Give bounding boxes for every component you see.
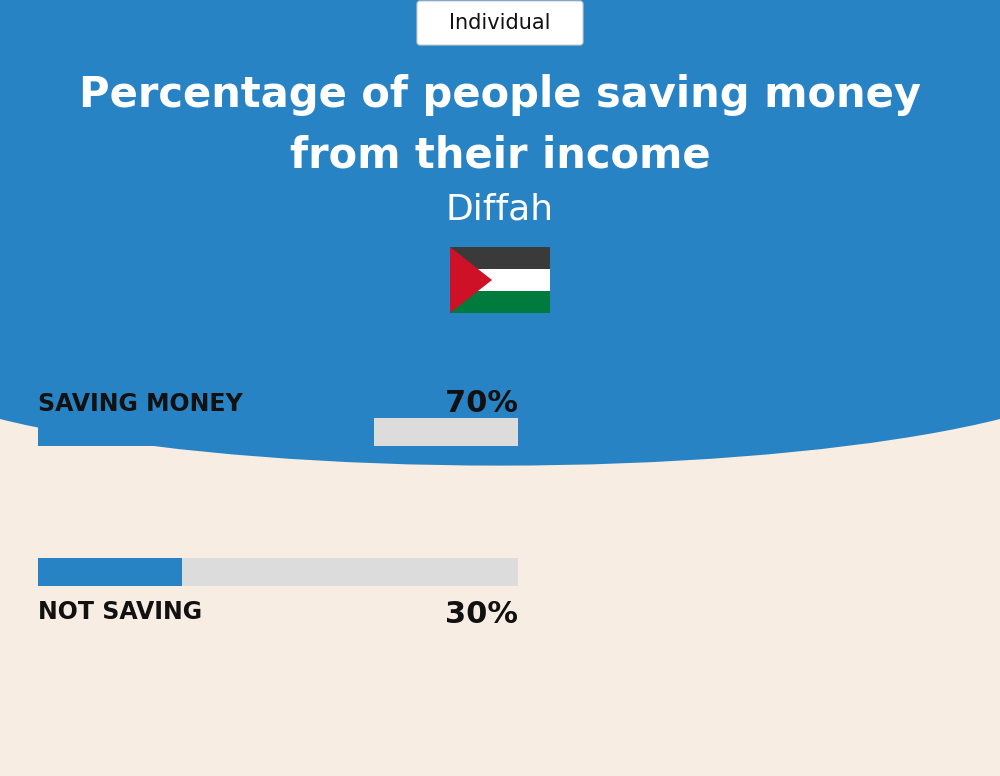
Text: SAVING MONEY: SAVING MONEY — [38, 392, 243, 416]
Text: Percentage of people saving money: Percentage of people saving money — [79, 74, 921, 116]
Bar — [38, 418, 374, 446]
Text: NOT SAVING: NOT SAVING — [38, 600, 202, 624]
Ellipse shape — [0, 233, 1000, 466]
Bar — [0, 0, 1000, 349]
Bar — [450, 291, 550, 313]
FancyBboxPatch shape — [417, 1, 583, 45]
Polygon shape — [450, 247, 492, 313]
Bar — [450, 269, 550, 291]
Bar — [38, 418, 518, 446]
Text: from their income: from their income — [290, 134, 710, 176]
Text: 70%: 70% — [445, 390, 518, 418]
Bar — [450, 247, 550, 269]
Bar — [38, 558, 182, 586]
Text: Individual: Individual — [449, 13, 551, 33]
Text: 30%: 30% — [445, 600, 518, 629]
Bar — [38, 558, 518, 586]
Text: Diffah: Diffah — [446, 193, 554, 227]
